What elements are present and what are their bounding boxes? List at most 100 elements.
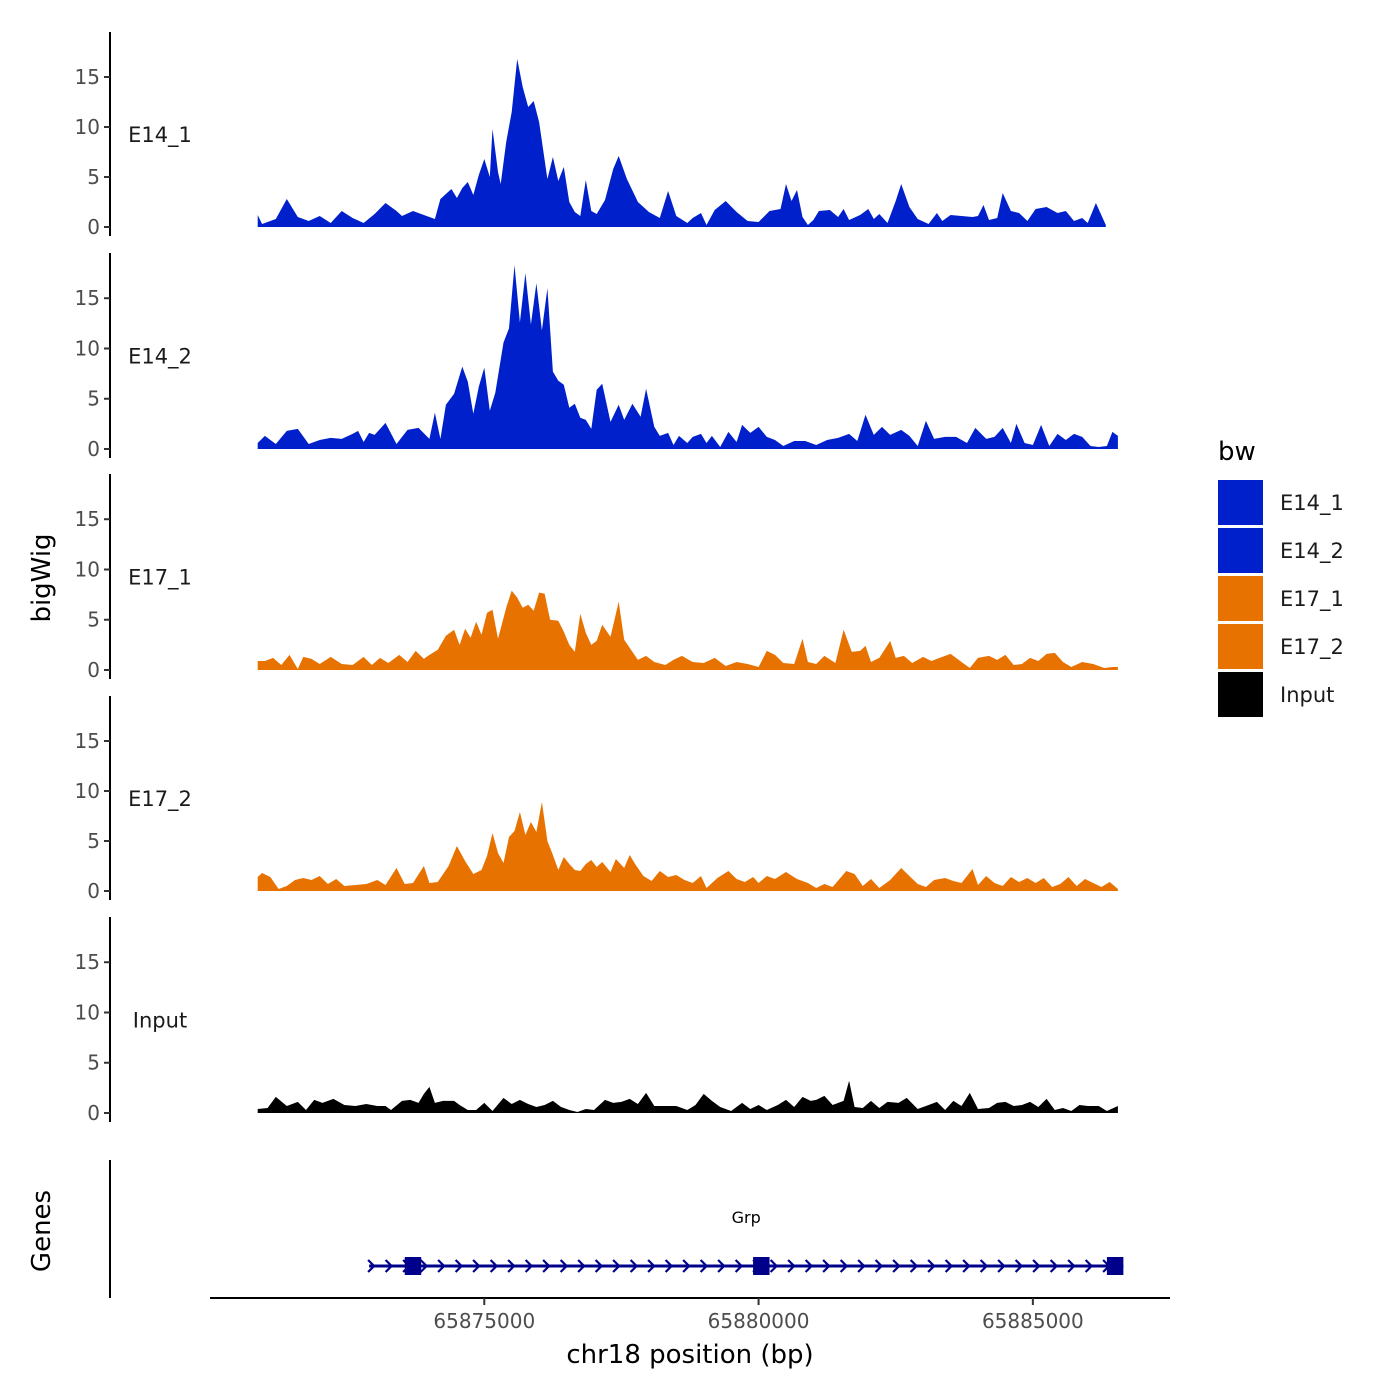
y-tick-label: 10 (75, 115, 100, 139)
strand-arrow (944, 1259, 954, 1273)
legend-item-E17_1: E17_1 (1218, 576, 1344, 621)
strand-arrow (787, 1259, 796, 1273)
track-E14_1: 0 5 10 15 E14_1 (75, 32, 1106, 239)
strand-arrow (1049, 1259, 1059, 1273)
strand-arrow (1084, 1259, 1094, 1273)
y-tick-label: 0 (87, 879, 100, 903)
legend-swatch (1218, 672, 1263, 717)
gene-exon (1106, 1257, 1124, 1275)
y-tick-label: 15 (75, 65, 100, 89)
strand-arrow (507, 1259, 516, 1273)
legend-label: E14_2 (1280, 539, 1344, 564)
track-label: Input (133, 1009, 187, 1033)
strand-arrow (769, 1259, 779, 1273)
gene-label: Grp (732, 1208, 761, 1227)
strand-arrow (997, 1259, 1006, 1273)
genes-track: Grp (109, 1160, 1124, 1298)
track-E17_2: 0 5 10 15 E17_2 (75, 696, 1118, 903)
y-tick-label: 5 (87, 1051, 100, 1075)
coverage-area-Input (257, 1080, 1118, 1113)
y-tick-label: 5 (87, 608, 100, 632)
strand-arrow (612, 1259, 621, 1273)
legend-swatch (1218, 624, 1263, 669)
track-E14_2: 0 5 10 15 E14_2 (75, 253, 1118, 461)
legend-label: Input (1280, 683, 1334, 707)
strand-arrow (419, 1259, 429, 1273)
strand-arrow (594, 1259, 604, 1273)
strand-arrow (892, 1259, 901, 1273)
y-tick-label: 15 (75, 286, 100, 310)
strand-arrow (822, 1259, 831, 1273)
legend-swatch (1218, 576, 1263, 621)
x-axis: 65875000 65880000 65885000 (210, 1297, 1170, 1333)
strand-arrow (1032, 1259, 1041, 1273)
strand-arrow (437, 1259, 446, 1273)
legend: bw E14_1 E14_2 E17_1 E17_2 Input (1218, 437, 1344, 717)
legend-item-Input: Input (1218, 672, 1334, 717)
y-tick-label: 0 (87, 437, 100, 461)
gene-exon (404, 1257, 422, 1275)
legend-title: bw (1218, 437, 1256, 467)
gene-Grp: Grp (367, 1208, 1124, 1275)
y-tick-label: 5 (87, 829, 100, 853)
y-tick-label: 10 (75, 1000, 100, 1024)
strand-arrow (717, 1259, 726, 1273)
strand-arrow (979, 1259, 989, 1273)
strand-arrow (699, 1259, 709, 1273)
track-label: E14_1 (128, 123, 192, 148)
y-tick-label: 5 (87, 387, 100, 411)
strand-arrow (559, 1259, 569, 1273)
strand-arrow (524, 1259, 534, 1273)
track-label: E17_2 (128, 787, 192, 812)
y-tick-label: 15 (75, 729, 100, 753)
strand-arrow (664, 1259, 674, 1273)
strand-arrow (577, 1259, 586, 1273)
strand-arrow (962, 1259, 971, 1273)
x-tick-label: 65880000 (708, 1309, 810, 1333)
y-tick-label: 5 (87, 165, 100, 189)
strand-arrow (927, 1259, 936, 1273)
track-Input: 0 5 10 15 Input (75, 917, 1118, 1125)
legend-label: E14_1 (1280, 491, 1344, 516)
y-tick-label: 15 (75, 950, 100, 974)
x-axis-title: chr18 position (bp) (566, 1340, 813, 1370)
legend-swatch (1218, 480, 1263, 525)
strand-arrow (734, 1259, 744, 1273)
y-tick-label: 10 (75, 557, 100, 581)
x-tick-label: 65875000 (433, 1309, 535, 1333)
gene-exon (753, 1257, 770, 1275)
strand-arrow (857, 1259, 866, 1273)
y-tick-label: 0 (87, 1101, 100, 1125)
y-tick-label: 15 (75, 507, 100, 531)
y-axis-title: bigWig (27, 533, 57, 622)
x-tick-label: 65885000 (982, 1309, 1084, 1333)
bigwig-tracks: 0 5 10 15 E14_1 0 5 10 15 E14_2 0 5 10 15 E17_1 0 5 10 15 E… (75, 32, 1118, 1125)
strand-arrow (472, 1259, 481, 1273)
strand-arrow (874, 1259, 884, 1273)
strand-arrow (839, 1259, 849, 1273)
strand-arrow (682, 1259, 691, 1273)
track-E17_1: 0 5 10 15 E17_1 (75, 474, 1118, 682)
strand-arrow (489, 1259, 499, 1273)
legend-label: E17_1 (1280, 587, 1344, 612)
y-tick-label: 10 (75, 336, 100, 360)
y-tick-label: 0 (87, 658, 100, 682)
strand-arrow (629, 1259, 639, 1273)
legend-item-E14_1: E14_1 (1218, 480, 1344, 525)
legend-label: E17_2 (1280, 635, 1344, 660)
coverage-area-E14_2 (257, 265, 1118, 449)
coverage-area-E17_1 (257, 590, 1118, 670)
y-tick-label: 10 (75, 779, 100, 803)
coverage-area-E14_1 (257, 59, 1106, 227)
strand-arrow (454, 1259, 464, 1273)
strand-arrow (909, 1259, 919, 1273)
strand-arrow (647, 1259, 656, 1273)
legend-item-E14_2: E14_2 (1218, 528, 1344, 573)
legend-item-E17_2: E17_2 (1218, 624, 1344, 669)
track-label: E17_1 (128, 566, 192, 591)
strand-arrow (804, 1259, 814, 1273)
track-label: E14_2 (128, 345, 192, 370)
strand-arrow (367, 1259, 376, 1273)
strand-arrow (542, 1259, 551, 1273)
